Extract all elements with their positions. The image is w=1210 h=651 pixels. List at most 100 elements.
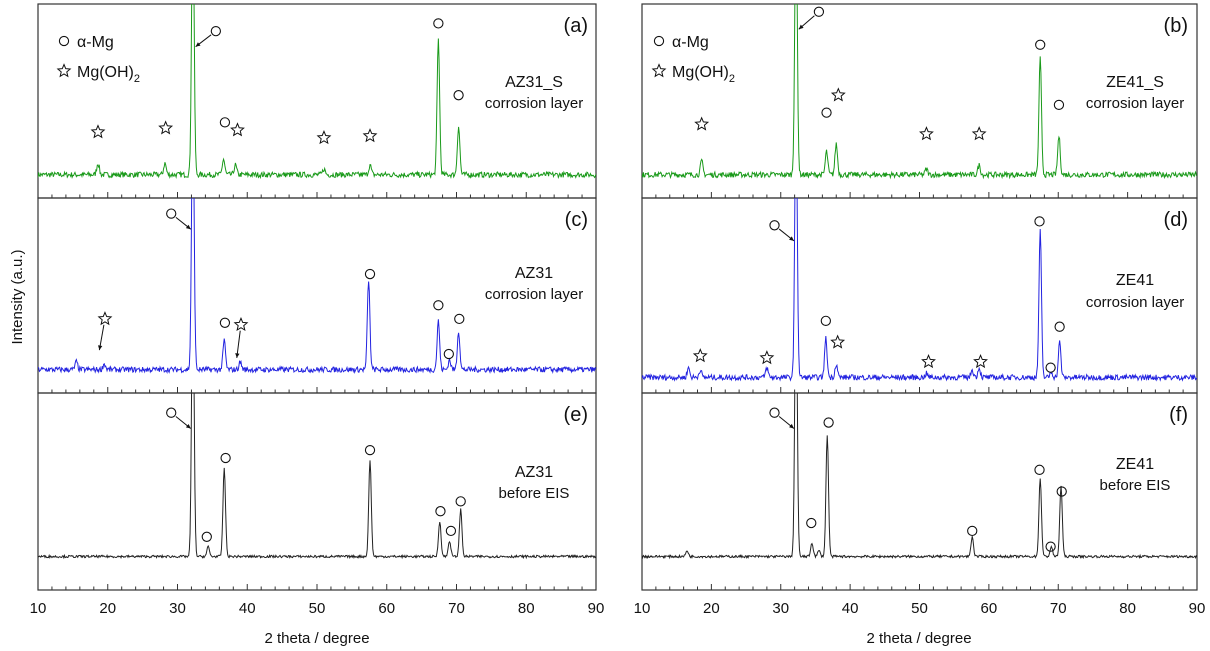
mgoh2-marker	[90, 124, 106, 139]
sample-label-b: ZE41_S	[1106, 74, 1164, 91]
mgoh2-marker	[759, 350, 775, 365]
mgoh2-marker	[97, 311, 113, 326]
mgoh2-marker	[230, 122, 245, 137]
marker-arrowhead	[235, 353, 240, 358]
alpha-mg-marker	[967, 525, 978, 537]
mgoh2-marker	[919, 126, 934, 141]
alpha-mg-marker	[769, 407, 780, 418]
alpha-mg-marker	[443, 348, 454, 360]
sample-label-a: AZ31_S	[505, 74, 563, 91]
marker-arrowhead	[789, 236, 794, 241]
panel-c	[38, 198, 596, 375]
alpha-mg-marker	[1053, 99, 1065, 111]
condition-label-d: corrosion layer	[1086, 294, 1184, 311]
alpha-mg-marker	[806, 517, 817, 529]
condition-label-a: corrosion layer	[485, 95, 583, 112]
mgoh2-marker	[694, 116, 710, 131]
x-tick-label: 90	[1189, 600, 1206, 617]
sample-label-c: AZ31	[515, 265, 553, 282]
legend-circle-icon	[653, 35, 665, 47]
alpha-mg-marker	[1056, 486, 1067, 497]
sample-label-d: ZE41	[1116, 272, 1154, 289]
legend-alpha-mg: α-Mg	[77, 34, 114, 51]
x-tick-label: 50	[911, 600, 928, 617]
alpha-mg-marker	[364, 268, 376, 280]
legend-star-icon	[56, 63, 72, 78]
panel-label-f: (f)	[1169, 404, 1188, 426]
sample-label-e: AZ31	[515, 464, 553, 481]
alpha-mg-marker	[813, 6, 825, 17]
panel-a	[38, 4, 596, 180]
panel-label-a: (a)	[564, 15, 588, 37]
mgoh2-marker	[316, 130, 332, 145]
alpha-mg-marker	[1045, 541, 1056, 552]
x-tick-label: 80	[1119, 600, 1136, 617]
condition-label-e: before EIS	[499, 485, 570, 502]
x-tick-label: 80	[518, 600, 535, 617]
legend-star-icon	[651, 63, 667, 78]
alpha-mg-marker	[166, 407, 177, 418]
panel-f	[642, 393, 1197, 560]
x-tick-label: 70	[1050, 600, 1067, 617]
x-tick-label: 40	[842, 600, 859, 617]
alpha-mg-marker	[166, 208, 177, 219]
xrd-pattern-blue	[642, 198, 1197, 382]
condition-label-c: corrosion layer	[485, 286, 583, 303]
mgoh2-marker	[362, 128, 378, 143]
xrd-pattern-green	[642, 4, 1197, 180]
legend-mgoh2: Mg(OH)2	[77, 64, 140, 85]
panel-label-e: (e)	[564, 404, 588, 426]
alpha-mg-marker	[364, 444, 376, 456]
alpha-mg-marker	[1054, 321, 1065, 332]
x-tick-label: 40	[239, 600, 256, 617]
marker-arrowhead	[98, 345, 103, 351]
x-tick-label: 20	[703, 600, 720, 617]
mgoh2-marker	[158, 120, 174, 135]
alpha-mg-marker	[1034, 464, 1045, 475]
condition-label-f: before EIS	[1100, 477, 1171, 494]
panel-d	[642, 198, 1197, 382]
alpha-mg-marker	[201, 531, 212, 542]
x-tick-label: 30	[772, 600, 789, 617]
alpha-mg-marker	[445, 525, 457, 537]
alpha-mg-marker	[220, 452, 231, 464]
x-tick-label: 10	[30, 600, 47, 617]
mgoh2-marker	[233, 316, 249, 332]
panel-label-b: (b)	[1164, 15, 1188, 37]
sample-label-f: ZE41	[1116, 456, 1154, 473]
x-tick-label: 50	[309, 600, 326, 617]
legend-left: α-Mg Mg(OH)2	[56, 34, 140, 85]
mgoh2-marker	[971, 126, 987, 141]
legend-right: α-Mg Mg(OH)2	[651, 34, 735, 85]
alpha-mg-marker	[453, 90, 464, 101]
x-axis-label-left: 2 theta / degree	[264, 630, 369, 647]
xrd-pattern-black	[38, 393, 596, 560]
condition-label-b: corrosion layer	[1086, 95, 1184, 112]
alpha-mg-marker	[455, 496, 466, 507]
panel-label-c: (c)	[565, 209, 588, 231]
alpha-mg-marker	[1045, 362, 1056, 373]
panel-e	[38, 393, 596, 560]
x-tick-label: 30	[169, 600, 186, 617]
x-tick-label: 60	[981, 600, 998, 617]
alpha-mg-marker	[820, 315, 831, 326]
alpha-mg-marker	[219, 117, 231, 128]
panel-label-d: (d)	[1164, 209, 1188, 231]
mgoh2-marker	[692, 348, 708, 363]
alpha-mg-marker	[219, 317, 231, 328]
alpha-mg-marker	[435, 506, 446, 517]
xrd-pattern-green	[38, 4, 596, 180]
x-tick-label: 70	[448, 600, 465, 617]
alpha-mg-marker	[1034, 216, 1045, 227]
mgoh2-marker	[830, 334, 846, 349]
panel-b	[642, 4, 1197, 180]
mgoh2-marker	[921, 353, 936, 369]
alpha-mg-marker	[823, 417, 834, 428]
x-tick-label: 10	[634, 600, 651, 617]
alpha-mg-marker	[821, 107, 832, 118]
x-tick-label: 60	[378, 600, 395, 617]
marker-arrowhead	[789, 423, 794, 429]
marker-arrowhead	[195, 42, 201, 47]
legend-alpha-mg: α-Mg	[672, 34, 709, 51]
